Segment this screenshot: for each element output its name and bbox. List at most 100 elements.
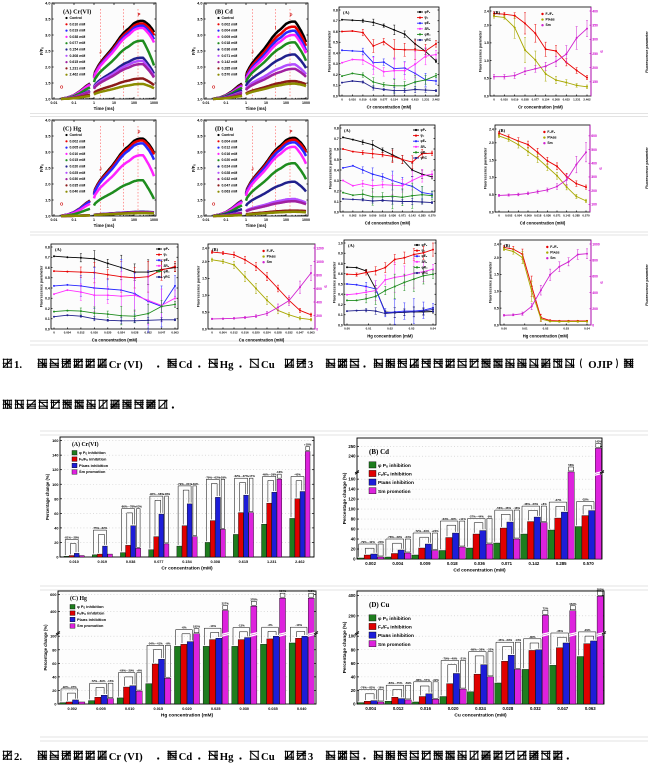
svg-text:0.0: 0.0: [484, 94, 489, 98]
svg-text:60: 60: [52, 662, 56, 666]
svg-text:-9%: -9%: [165, 641, 170, 645]
svg-text:400: 400: [348, 593, 356, 598]
svg-text:0: 0: [211, 331, 213, 335]
svg-text:(A): (A): [55, 247, 62, 252]
svg-text:φRₒ: φRₒ: [425, 32, 432, 36]
svg-text:0.030 mM: 0.030 mM: [70, 177, 86, 181]
svg-text:-66%~-29%: -66%~-29%: [119, 669, 134, 673]
svg-text:0.002: 0.002: [68, 707, 78, 711]
svg-text:+49%: +49%: [191, 482, 199, 486]
svg-text:δRₒ: δRₒ: [422, 260, 428, 264]
svg-text:0.002: 0.002: [365, 561, 376, 566]
svg-text:0.047: 0.047: [557, 706, 568, 711]
svg-text:0.071 mM: 0.071 mM: [222, 54, 238, 58]
svg-text:0.063: 0.063: [585, 706, 596, 711]
svg-text:Sm promotion: Sm promotion: [378, 642, 411, 648]
svg-text:F/Fₒ: F/Fₒ: [39, 47, 44, 55]
svg-text:100: 100: [131, 218, 137, 222]
svg-text:0.002: 0.002: [505, 214, 513, 218]
svg-text:0.038 mM: 0.038 mM: [70, 35, 86, 39]
svg-text:Control: Control: [70, 16, 82, 20]
svg-text:1000: 1000: [302, 101, 310, 105]
svg-text:-13%: -13%: [209, 624, 216, 628]
svg-text:0.308 mM: 0.308 mM: [70, 54, 86, 58]
svg-text:0.5: 0.5: [202, 310, 207, 314]
svg-text:400: 400: [591, 162, 597, 166]
svg-text:10: 10: [264, 101, 268, 105]
svg-text:3.5: 3.5: [197, 16, 203, 21]
svg-text:O: O: [60, 85, 64, 90]
svg-text:Cu: Cu: [261, 751, 275, 763]
svg-text:0.010: 0.010: [349, 98, 357, 102]
svg-text:(D) Cu: (D) Cu: [215, 126, 234, 133]
svg-text:0.016: 0.016: [91, 331, 99, 335]
svg-text:0.047: 0.047: [296, 331, 304, 335]
svg-text:-76%~-82%: -76%~-82%: [360, 686, 375, 690]
svg-text:(B): (B): [212, 247, 219, 252]
svg-text:350: 350: [592, 24, 598, 28]
svg-text:300: 300: [591, 175, 597, 179]
svg-text:-79%~-62%: -79%~-62%: [205, 475, 220, 479]
svg-text:J: J: [251, 166, 254, 171]
svg-text:10: 10: [112, 101, 116, 105]
svg-text:0.5: 0.5: [338, 282, 343, 286]
svg-text:Sm: Sm: [546, 23, 551, 27]
svg-text:ψₒ: ψₒ: [422, 249, 426, 253]
svg-text:0.028: 0.028: [274, 331, 282, 335]
svg-text:0.010 mM: 0.010 mM: [70, 22, 86, 26]
svg-text:δRₒ: δRₒ: [164, 264, 170, 268]
svg-text:-59%: -59%: [405, 681, 412, 685]
svg-text:-16%: -16%: [276, 470, 283, 474]
svg-text:0.010: 0.010: [69, 560, 79, 564]
svg-text:0: 0: [53, 331, 55, 335]
svg-text:0: 0: [353, 557, 356, 562]
svg-text:I: I: [123, 25, 124, 30]
svg-text:0.025 mM: 0.025 mM: [70, 171, 86, 175]
svg-text:-46%~-29%: -46%~-29%: [497, 638, 512, 642]
svg-text:Time (ms): Time (ms): [246, 106, 267, 111]
svg-text:3.0: 3.0: [197, 32, 202, 37]
svg-text:-27%: -27%: [555, 498, 562, 502]
svg-text:Fluorescence parameter: Fluorescence parameter: [645, 264, 649, 306]
svg-text:0.01: 0.01: [51, 218, 58, 222]
svg-text:1: 1: [245, 101, 247, 105]
svg-text:-79%~-49%: -79%~-49%: [443, 657, 458, 661]
svg-text:+17%: +17%: [248, 474, 256, 478]
svg-text:0.7: 0.7: [45, 256, 50, 260]
svg-text:0.024: 0.024: [475, 706, 486, 711]
svg-text:0.570: 0.570: [428, 214, 436, 218]
svg-text:0.615: 0.615: [239, 560, 249, 564]
svg-text:1.5: 1.5: [45, 197, 51, 202]
svg-text:0: 0: [592, 323, 594, 327]
svg-text:0.030: 0.030: [240, 707, 250, 711]
svg-text:-29%: -29%: [584, 628, 591, 632]
svg-text:0.01: 0.01: [366, 327, 372, 331]
svg-text:0.01: 0.01: [522, 327, 528, 331]
svg-text:0.142: 0.142: [409, 214, 417, 218]
svg-text:J: J: [99, 49, 102, 54]
svg-text:1000: 1000: [302, 218, 310, 222]
svg-text:0.6: 0.6: [45, 266, 50, 270]
svg-text:4.0: 4.0: [45, 117, 50, 122]
svg-text:0.5: 0.5: [494, 306, 499, 310]
svg-text:0.308: 0.308: [552, 98, 560, 102]
svg-text:Fluorescence parameter: Fluorescence parameter: [645, 31, 649, 73]
svg-text:2.4: 2.4: [494, 242, 499, 246]
svg-text:Time (ms): Time (ms): [94, 106, 115, 111]
svg-text:(A): (A): [344, 128, 351, 133]
svg-text:80: 80: [54, 497, 58, 501]
svg-text:Cd concentration (mM): Cd concentration (mM): [520, 221, 566, 226]
svg-text:0.5: 0.5: [489, 193, 494, 197]
svg-text:1.5: 1.5: [197, 80, 203, 85]
svg-text:0.002: 0.002: [349, 214, 357, 218]
svg-text:378%: 378%: [250, 597, 258, 601]
svg-text:0.018: 0.018: [447, 561, 458, 566]
svg-text:0.036 mM: 0.036 mM: [222, 48, 238, 52]
svg-text:0.010: 0.010: [501, 98, 509, 102]
svg-text:φEₒ: φEₒ: [425, 21, 431, 25]
svg-text:-23%: -23%: [377, 540, 384, 544]
svg-text:γRC: γRC: [422, 271, 429, 275]
svg-text:P: P: [290, 129, 293, 134]
svg-text:0.154: 0.154: [391, 98, 399, 102]
svg-text:-92%~-97%: -92%~-97%: [62, 685, 77, 689]
